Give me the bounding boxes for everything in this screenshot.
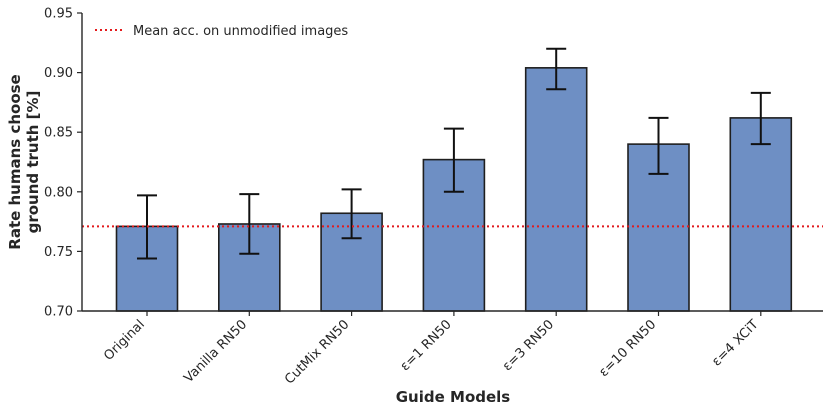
x-tick-label-1: Vanilla RN50 <box>181 317 250 386</box>
x-tick-label-0: Original <box>101 317 148 364</box>
y-tick-label-4: 0.90 <box>44 66 73 81</box>
error-bar-6 <box>750 91 771 146</box>
x-axis-label: Guide Models <box>396 388 511 406</box>
bar-4 <box>524 67 588 312</box>
y-axis-label-line-1: Rate humans choose <box>6 74 24 249</box>
error-bars-group <box>137 47 771 260</box>
error-bar-4 <box>546 47 567 91</box>
x-tick-label-3: ε=1 RN50 <box>398 317 455 374</box>
legend-reference-label: Mean acc. on unmodified images <box>133 24 348 39</box>
x-tick-label-6: ε=4 XCiT <box>709 317 761 369</box>
y-tick-label-1: 0.75 <box>44 245 73 260</box>
x-ticks-group: Original Vanilla RN50 CutMix RN50 ε=1 RN50 ε… <box>101 311 762 387</box>
y-tick-label-2: 0.80 <box>44 185 73 200</box>
error-bar-1 <box>239 193 260 255</box>
legend: Mean acc. on unmodified images <box>95 24 348 39</box>
error-bar-3 <box>443 127 464 193</box>
y-axis-label-line-2: ground truth [%] <box>24 91 42 234</box>
y-tick-label-3: 0.85 <box>44 126 73 141</box>
bar-6 <box>729 117 793 312</box>
x-tick-label-2: CutMix RN50 <box>282 317 352 387</box>
x-tick-label-5: ε=10 RN50 <box>596 317 659 380</box>
y-tick-label-5: 0.95 <box>44 7 73 22</box>
error-bar-2 <box>341 188 362 240</box>
x-tick-label-4: ε=3 RN50 <box>500 317 557 374</box>
y-tick-label-0: 0.70 <box>44 305 73 320</box>
error-bar-5 <box>648 116 669 175</box>
axes-group <box>81 13 823 312</box>
bar-3 <box>422 158 486 312</box>
y-ticks-group: 0.70 0.75 0.80 0.85 0.90 0.95 <box>44 7 82 320</box>
